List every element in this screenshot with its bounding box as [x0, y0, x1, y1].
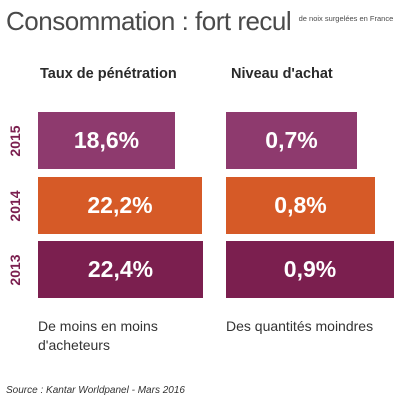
year-label-2013: 2013: [7, 253, 23, 286]
bar-value-label: 0,8%: [274, 192, 327, 218]
penetration-bar-2015: 18,6%: [38, 112, 175, 169]
year-label-2015: 2015: [7, 124, 23, 157]
title-row: Consommation : fort recul de noix surgel…: [6, 6, 398, 37]
source-note: Source : Kantar Worldpanel - Mars 2016: [6, 385, 185, 396]
chart-subtitle: de noix surgelées en France: [298, 14, 394, 23]
bar-value-label: 0,7%: [265, 127, 318, 153]
purchase-level-caption: Des quantités moindres: [226, 318, 374, 334]
purchase-level-bar-2015: 0,7%: [226, 112, 357, 169]
bar-value-label: 22,4%: [87, 256, 154, 282]
year-label-2014: 2014: [7, 189, 23, 222]
penetration-bar-2013: 22,4%: [38, 241, 203, 298]
bar-value-label: 18,6%: [73, 127, 140, 153]
chart-title: Consommation : fort recul: [6, 6, 292, 36]
purchase-level-bar-2013: 0,9%: [226, 241, 394, 298]
purchase-level-bar-2014: 0,8%: [226, 177, 375, 234]
penetration-panel-title: Taux de pénétration: [40, 66, 177, 82]
bar-value-label: 0,9%: [283, 256, 337, 282]
penetration-bar-2014: 22,2%: [38, 177, 202, 234]
purchase-level-panel-title: Niveau d'achat: [231, 66, 333, 82]
bar-value-label: 22,2%: [87, 192, 153, 218]
penetration-caption: De moins en moins d'acheteurs: [38, 318, 158, 353]
